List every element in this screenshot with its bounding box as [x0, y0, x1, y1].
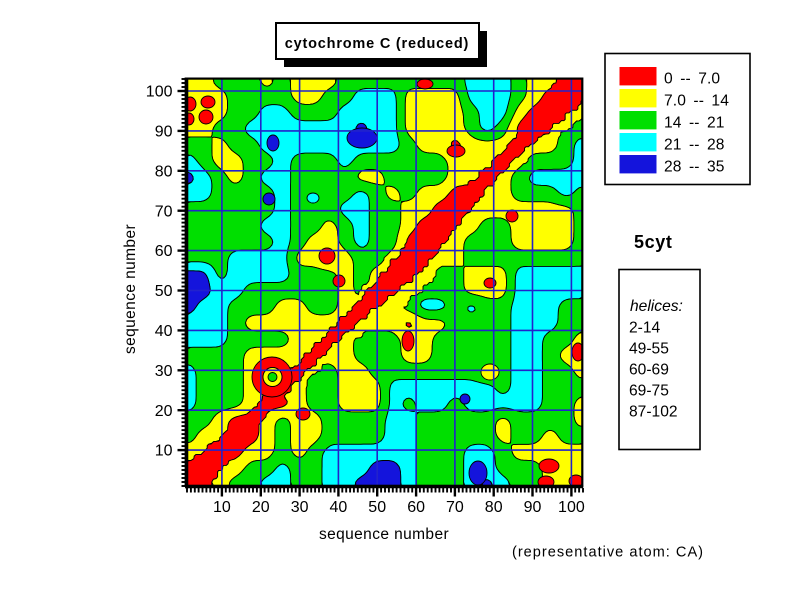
svg-text:87-102: 87-102: [629, 404, 678, 421]
svg-text:10: 10: [213, 499, 231, 516]
svg-text:70: 70: [155, 203, 173, 220]
svg-text:70: 70: [446, 499, 464, 516]
svg-text:60-69: 60-69: [629, 362, 669, 379]
svg-text:0 -- 7.0: 0 -- 7.0: [664, 71, 720, 88]
svg-text:(representative atom: CA): (representative atom: CA): [512, 545, 704, 561]
svg-text:2-14: 2-14: [629, 320, 661, 337]
svg-text:21 -- 28: 21 -- 28: [664, 137, 725, 154]
svg-text:60: 60: [155, 243, 173, 260]
svg-text:100: 100: [146, 84, 173, 101]
svg-text:90: 90: [524, 499, 542, 516]
svg-text:14 -- 21: 14 -- 21: [664, 115, 725, 132]
svg-text:sequence number: sequence number: [122, 224, 139, 354]
svg-text:sequence number: sequence number: [319, 526, 449, 543]
svg-text:90: 90: [155, 124, 173, 141]
svg-text:100: 100: [558, 499, 585, 516]
svg-text:60: 60: [407, 499, 425, 516]
svg-text:cytochrome C (reduced): cytochrome C (reduced): [285, 36, 469, 52]
svg-text:7.0 -- 14: 7.0 -- 14: [664, 93, 729, 110]
svg-text:50: 50: [155, 283, 173, 300]
svg-text:80: 80: [485, 499, 503, 516]
svg-text:69-75: 69-75: [629, 383, 669, 400]
svg-text:20: 20: [252, 499, 270, 516]
svg-text:30: 30: [155, 363, 173, 380]
svg-text:30: 30: [291, 499, 309, 516]
svg-text:28 -- 35: 28 -- 35: [664, 159, 725, 176]
svg-text:5cyt: 5cyt: [634, 232, 672, 252]
svg-text:helices:: helices:: [630, 298, 683, 315]
svg-text:50: 50: [368, 499, 386, 516]
svg-text:49-55: 49-55: [629, 341, 669, 358]
svg-text:40: 40: [330, 499, 348, 516]
svg-text:80: 80: [155, 163, 173, 180]
svg-text:20: 20: [155, 403, 173, 420]
svg-text:10: 10: [155, 443, 173, 460]
svg-text:40: 40: [155, 323, 173, 340]
